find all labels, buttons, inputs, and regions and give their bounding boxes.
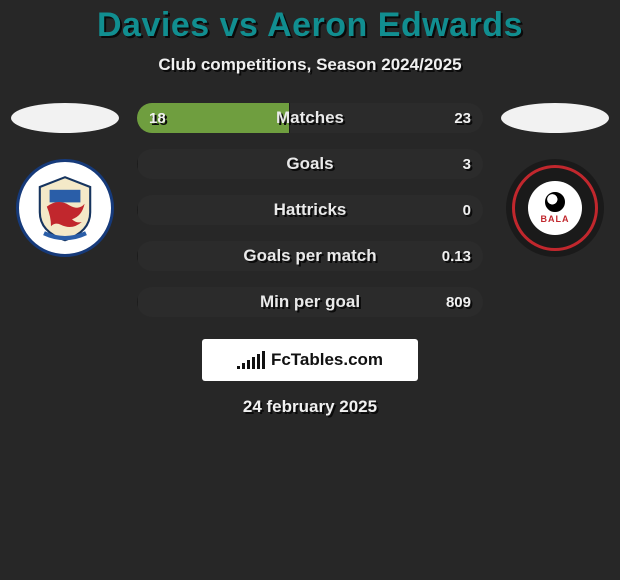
brand-bar	[237, 366, 240, 369]
brand-box: FcTables.com	[202, 339, 418, 381]
club-crest-left	[16, 159, 114, 257]
stat-right-value: 809	[446, 287, 471, 317]
bar-track	[137, 149, 483, 179]
left-side	[5, 103, 125, 257]
bar-segment-right	[137, 149, 483, 179]
brand-bar	[262, 351, 265, 369]
bar-track	[137, 287, 483, 317]
bar-track	[137, 195, 483, 225]
stat-right-value: 0.13	[442, 241, 471, 271]
stat-right-value: 23	[454, 103, 471, 133]
brand-bar	[247, 360, 250, 369]
crest-ring-icon	[512, 165, 598, 251]
bar-track	[137, 241, 483, 271]
stat-bar: Goals3	[137, 149, 483, 179]
stat-left-value: 18	[149, 103, 166, 133]
brand-bar	[252, 357, 255, 369]
stat-right-value: 0	[463, 195, 471, 225]
player-photo-placeholder-right	[501, 103, 609, 133]
stat-bars: Matches1823Goals3Hattricks0Goals per mat…	[137, 103, 483, 317]
bar-segment-right	[137, 287, 483, 317]
bar-segment-right	[137, 241, 483, 271]
brand-bar	[257, 354, 260, 369]
stat-bar: Min per goal809	[137, 287, 483, 317]
stat-bar: Hattricks0	[137, 195, 483, 225]
bar-chart-icon	[237, 351, 265, 369]
date-label: 24 february 2025	[0, 397, 620, 417]
page-subtitle: Club competitions, Season 2024/2025	[0, 55, 620, 75]
player-photo-placeholder-left	[11, 103, 119, 133]
bar-track	[137, 103, 483, 133]
brand-text: FcTables.com	[271, 350, 383, 370]
stat-bar: Goals per match0.13	[137, 241, 483, 271]
dragon-shield-icon	[30, 173, 100, 243]
right-side: BALA	[495, 103, 615, 257]
brand-bar	[242, 363, 245, 369]
stat-bar: Matches1823	[137, 103, 483, 133]
page-title: Davies vs Aeron Edwards	[0, 6, 620, 45]
comparison-infographic: Davies vs Aeron Edwards Club competition…	[0, 0, 620, 440]
club-crest-right: BALA	[506, 159, 604, 257]
bar-segment-right	[137, 195, 483, 225]
main-row: Matches1823Goals3Hattricks0Goals per mat…	[0, 103, 620, 317]
stat-right-value: 3	[463, 149, 471, 179]
